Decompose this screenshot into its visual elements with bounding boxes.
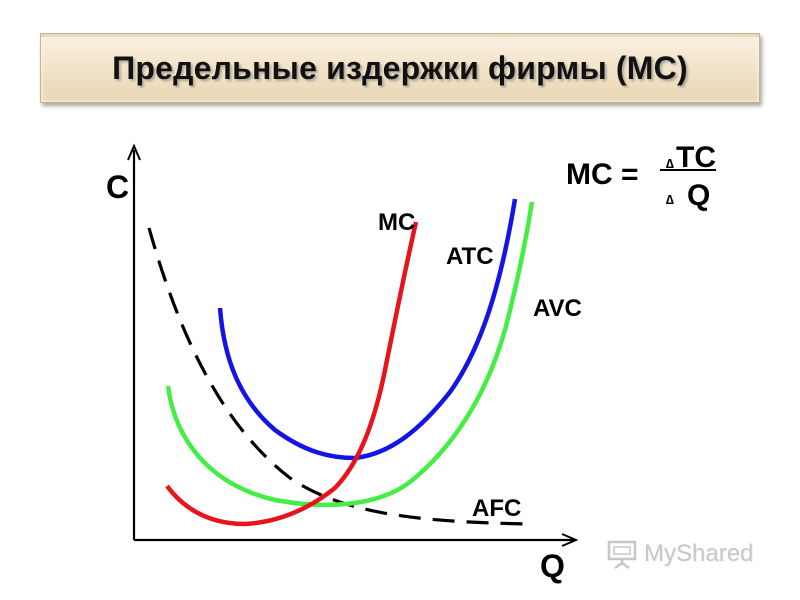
x-axis-arrow-icon [561,533,579,547]
formula-lhs: MC = [566,158,639,191]
atc-curve-label: ATC [446,243,494,270]
afc-curve [147,227,531,526]
formula-numerator-delta: ∆ [666,156,674,171]
watermark: MyShared [606,536,753,572]
avc-curve [165,201,535,508]
afc-curve-label: AFC [472,495,521,522]
mc-curve-label: MC [378,209,415,236]
avc-curve-label: AVC [533,295,582,322]
title-banner: Предельные издержки фирмы (MC) [40,33,760,103]
presentation-board-icon [607,540,637,570]
y-axis-arrow-icon [127,143,141,161]
formula-numerator: TC [676,141,716,174]
watermark-text: MyShared [644,540,754,567]
y-axis-label: C [106,169,129,205]
page-title: Предельные издержки фирмы (MC) [112,49,688,86]
formula-denominator: Q [687,179,710,212]
mc-curve [165,221,419,527]
mc-formula: MC = ∆ TC ∆ Q [566,141,716,212]
atc-curve [217,198,518,461]
formula-denominator-delta: ∆ [666,192,674,207]
x-axis-label: Q [540,548,565,584]
